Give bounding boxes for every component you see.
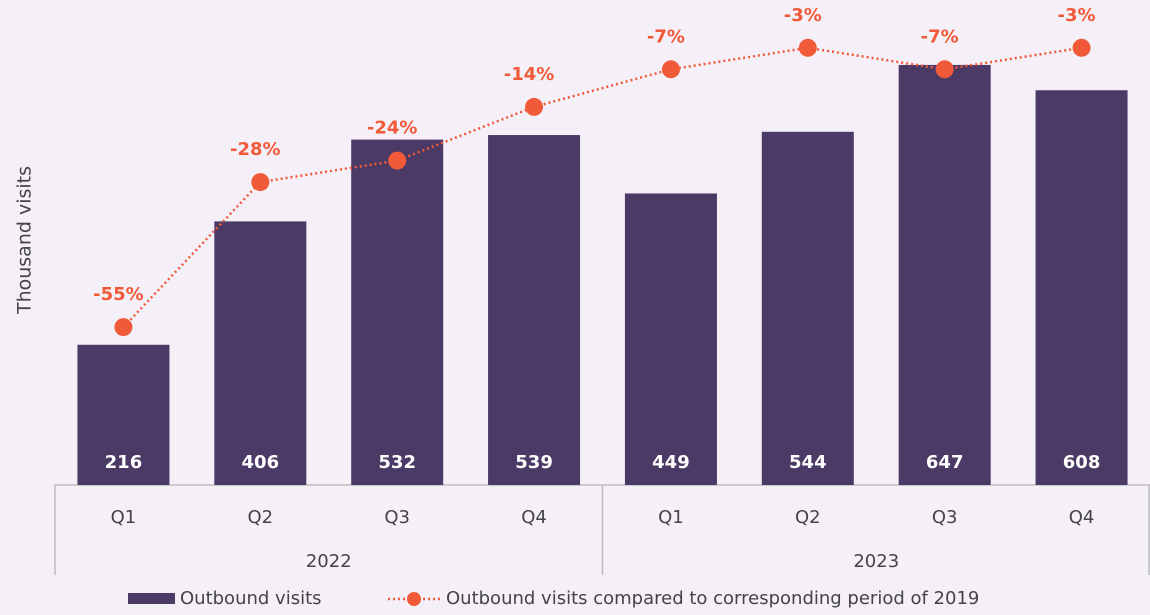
x-tick-label: Q2 — [795, 507, 821, 528]
group-label: 2022 — [306, 551, 352, 572]
line-value-label: -55% — [93, 284, 144, 305]
bar — [761, 131, 854, 485]
legend-swatch — [128, 593, 175, 604]
legend-swatch-dot — [407, 592, 421, 606]
line-point — [114, 318, 133, 337]
line-value-label: -3% — [784, 5, 822, 26]
x-tick-label: Q1 — [658, 507, 684, 528]
bar-value-label: 532 — [378, 452, 416, 473]
bar — [351, 139, 444, 485]
bar-value-label: 544 — [789, 452, 827, 473]
line-point — [935, 60, 954, 79]
line — [122, 46, 1082, 328]
line-point — [661, 60, 680, 79]
bar — [1035, 90, 1128, 486]
bar — [624, 193, 717, 485]
x-tick-label: Q3 — [932, 507, 958, 528]
bar — [77, 344, 170, 485]
bar — [214, 221, 307, 485]
line-value-label: -3% — [1058, 5, 1096, 26]
line-value-label: -24% — [367, 118, 418, 139]
line-point — [251, 173, 270, 192]
line-value-label: -7% — [647, 26, 685, 47]
x-tick-label: Q4 — [1069, 507, 1095, 528]
bar-value-label: 449 — [652, 452, 690, 473]
line-value-label: -7% — [921, 26, 959, 47]
bar-value-label: 406 — [242, 452, 280, 473]
x-tick-label: Q1 — [111, 507, 137, 528]
line-point — [525, 97, 544, 116]
y-axis-label: Thousand visits — [14, 166, 36, 315]
bar — [898, 64, 991, 486]
legend-label: Outbound visits compared to correspondin… — [446, 588, 979, 609]
line-point — [798, 38, 817, 57]
legend-label: Outbound visits — [180, 588, 322, 609]
line-point — [388, 151, 407, 170]
line-value-label: -28% — [230, 139, 281, 160]
line-point — [1072, 38, 1091, 57]
bar-value-label: 216 — [105, 452, 143, 473]
bar — [488, 135, 581, 485]
x-tick-label: Q2 — [248, 507, 274, 528]
x-tick-label: Q4 — [521, 507, 547, 528]
x-tick-label: Q3 — [384, 507, 410, 528]
bar-value-label: 608 — [1063, 452, 1101, 473]
bar-value-label: 647 — [926, 452, 964, 473]
group-label: 2023 — [853, 551, 899, 572]
bar-value-label: 539 — [515, 452, 553, 473]
line-value-label: -14% — [504, 64, 555, 85]
